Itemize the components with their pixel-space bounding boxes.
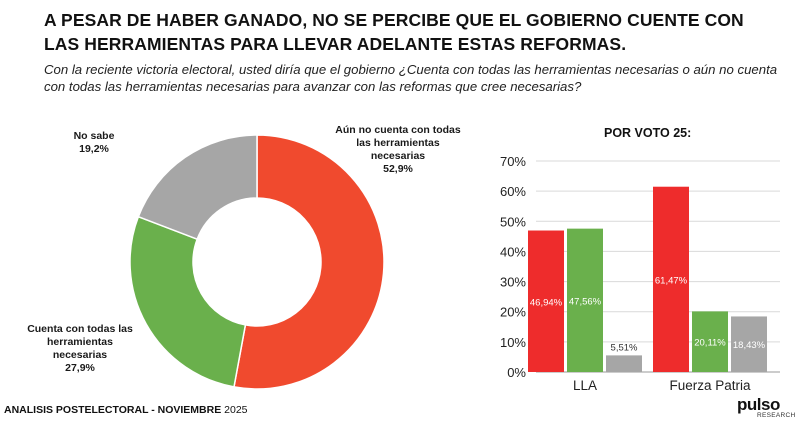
y-tick-label: 40% bbox=[500, 244, 526, 259]
donut-label-cuenta: Cuenta con todas las herramientas necesa… bbox=[22, 323, 138, 375]
donut-label-value: 52,9% bbox=[383, 163, 413, 175]
bar bbox=[528, 230, 564, 372]
donut-label-text: Cuenta con todas las herramientas necesa… bbox=[27, 323, 133, 361]
page-title: A PESAR DE HABER GANADO, NO SE PERCIBE Q… bbox=[44, 10, 744, 54]
donut-slice bbox=[233, 134, 385, 390]
logo-sub: RESEARCH bbox=[757, 412, 796, 419]
x-tick-label: Fuerza Patria bbox=[669, 378, 751, 393]
donut-slice bbox=[137, 134, 258, 241]
donut-label-value: 27,9% bbox=[65, 362, 95, 374]
y-tick-label: 60% bbox=[500, 184, 526, 199]
bar-data-label: 47,56% bbox=[569, 296, 602, 307]
y-tick-label: 0% bbox=[507, 365, 526, 380]
bar-chart: 0% 10% 20% 30% 40% 50% 60% 70% 46,94% 47,56% 5,51%… bbox=[500, 154, 780, 393]
bar bbox=[606, 355, 642, 372]
donut-label-text: No sabe bbox=[73, 130, 115, 142]
y-tick-label: 70% bbox=[500, 154, 526, 169]
bar-data-label: 61,47% bbox=[655, 275, 688, 286]
footer: ANALISIS POSTELECTORAL - NOVIEMBRE 2025 bbox=[4, 404, 248, 416]
donut-label-no-sabe: No sabe 19,2% bbox=[64, 130, 124, 156]
y-tick-label: 20% bbox=[500, 305, 526, 320]
y-tick-label: 30% bbox=[500, 275, 526, 290]
bar-data-label: 20,11% bbox=[694, 338, 726, 349]
donut-label-value: 19,2% bbox=[79, 143, 109, 155]
donut-label-no-cuenta: Aún no cuenta con todas las herramientas… bbox=[334, 124, 462, 176]
pulso-logo: pulso RESEARCH bbox=[737, 395, 797, 423]
bar bbox=[692, 311, 728, 372]
bar-chart-title: POR VOTO 25: bbox=[604, 126, 692, 140]
donut-chart bbox=[129, 134, 385, 390]
footer-bold: ANALISIS POSTELECTORAL - NOVIEMBRE bbox=[4, 404, 222, 416]
page-subtitle: Con la reciente victoria electoral, uste… bbox=[44, 62, 778, 94]
donut-slice bbox=[129, 215, 247, 388]
bar-data-label: 5,51% bbox=[611, 342, 638, 353]
y-tick-label: 50% bbox=[500, 214, 526, 229]
bar-data-label: 46,94% bbox=[530, 297, 563, 308]
bar bbox=[731, 316, 767, 372]
footer-year: 2025 bbox=[221, 404, 248, 416]
y-tick-label: 10% bbox=[500, 335, 526, 350]
x-tick-label: LLA bbox=[573, 378, 597, 393]
bar bbox=[567, 228, 603, 372]
bar bbox=[653, 186, 689, 372]
logo-word: pulso bbox=[737, 395, 780, 414]
bar-data-label: 18,43% bbox=[733, 340, 766, 351]
donut-label-text: Aún no cuenta con todas las herramientas… bbox=[335, 124, 461, 162]
